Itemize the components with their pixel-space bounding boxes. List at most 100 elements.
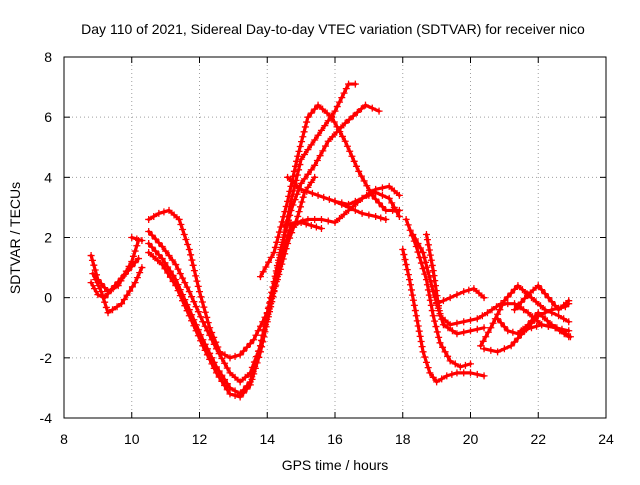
data-point-marker bbox=[548, 298, 556, 306]
data-point-marker bbox=[424, 364, 432, 372]
data-point-marker bbox=[443, 372, 451, 380]
data-point-marker bbox=[500, 323, 508, 331]
data-point-marker bbox=[416, 332, 424, 340]
data-point-marker bbox=[268, 298, 276, 306]
data-point-marker bbox=[368, 104, 376, 112]
data-point-marker bbox=[270, 288, 278, 296]
data-point-marker bbox=[151, 247, 159, 255]
data-point-marker bbox=[185, 288, 193, 296]
data-point-marker bbox=[183, 283, 191, 291]
data-point-marker bbox=[288, 177, 296, 185]
data-point-marker bbox=[172, 282, 180, 290]
data-point-marker bbox=[560, 315, 568, 323]
data-point-marker bbox=[480, 294, 488, 302]
data-point-marker bbox=[330, 118, 338, 126]
data-point-marker bbox=[221, 351, 229, 359]
data-point-marker bbox=[478, 312, 486, 320]
data-point-marker bbox=[206, 355, 214, 363]
data-point-marker bbox=[138, 237, 146, 245]
data-point-marker bbox=[275, 268, 283, 276]
data-point-marker bbox=[226, 354, 234, 362]
data-point-marker bbox=[284, 197, 292, 205]
data-point-marker bbox=[194, 332, 202, 340]
data-point-marker bbox=[263, 318, 271, 326]
data-point-marker bbox=[260, 333, 268, 341]
data-point-marker bbox=[250, 336, 258, 344]
data-point-marker bbox=[497, 319, 505, 327]
data-point-marker bbox=[312, 223, 320, 231]
data-point-marker bbox=[294, 152, 302, 160]
data-point-marker bbox=[126, 287, 134, 295]
data-point-marker bbox=[340, 89, 348, 97]
data-point-marker bbox=[345, 116, 353, 124]
data-point-marker bbox=[375, 107, 383, 115]
data-point-marker bbox=[361, 101, 369, 109]
data-point-marker bbox=[372, 188, 380, 196]
series-line bbox=[89, 256, 141, 300]
data-point-marker bbox=[287, 182, 295, 190]
data-point-marker bbox=[413, 317, 421, 325]
data-point-marker bbox=[190, 267, 198, 275]
x-tick-label: 18 bbox=[395, 431, 411, 447]
data-point-marker bbox=[272, 278, 280, 286]
data-point-marker bbox=[357, 105, 365, 113]
data-point-marker bbox=[401, 256, 409, 264]
data-point-marker bbox=[446, 294, 454, 302]
data-point-marker bbox=[467, 369, 474, 377]
data-point-marker bbox=[444, 352, 452, 360]
data-point-marker bbox=[133, 242, 141, 250]
data-point-marker bbox=[252, 331, 260, 339]
data-point-marker bbox=[293, 157, 301, 165]
data-point-marker bbox=[404, 271, 412, 279]
data-point-marker bbox=[246, 340, 254, 348]
y-tick-label: 4 bbox=[44, 169, 52, 185]
data-point-marker bbox=[291, 196, 299, 204]
data-point-marker bbox=[313, 156, 321, 164]
data-point-marker bbox=[336, 214, 344, 222]
data-point-marker bbox=[277, 223, 285, 231]
data-point-marker bbox=[426, 296, 434, 304]
data-point-marker bbox=[422, 230, 430, 238]
data-point-marker bbox=[87, 252, 95, 260]
data-point-marker bbox=[403, 266, 411, 274]
data-point-marker bbox=[533, 322, 541, 330]
series-arc-12 bbox=[331, 197, 390, 223]
data-point-marker bbox=[185, 312, 193, 320]
data-point-marker bbox=[467, 360, 474, 368]
data-point-marker bbox=[336, 128, 344, 136]
data-point-marker bbox=[360, 177, 368, 185]
data-point-marker bbox=[180, 230, 188, 238]
data-point-marker bbox=[258, 343, 266, 351]
data-point-marker bbox=[473, 370, 481, 378]
y-tick-label: 6 bbox=[44, 109, 52, 125]
data-point-marker bbox=[382, 206, 390, 214]
data-point-marker bbox=[432, 287, 440, 295]
data-point-marker bbox=[231, 373, 239, 381]
data-point-marker bbox=[291, 162, 299, 170]
data-point-marker bbox=[296, 142, 304, 150]
data-point-marker bbox=[155, 209, 163, 217]
data-point-marker bbox=[422, 358, 430, 366]
data-point-marker bbox=[453, 291, 461, 299]
data-point-marker bbox=[109, 306, 117, 314]
data-point-marker bbox=[155, 251, 163, 259]
data-point-marker bbox=[338, 200, 346, 208]
data-point-marker bbox=[131, 279, 139, 287]
data-point-marker bbox=[555, 312, 563, 320]
data-point-marker bbox=[453, 369, 461, 377]
data-point-marker bbox=[197, 313, 205, 321]
data-point-marker bbox=[417, 244, 425, 252]
data-point-marker bbox=[231, 391, 239, 399]
data-point-marker bbox=[496, 306, 504, 314]
data-point-marker bbox=[504, 327, 512, 335]
data-point-marker bbox=[121, 270, 129, 278]
data-point-marker bbox=[331, 197, 339, 205]
data-point-marker bbox=[527, 324, 535, 332]
data-point-marker bbox=[346, 147, 354, 155]
data-point-marker bbox=[138, 264, 146, 272]
data-point-marker bbox=[385, 194, 393, 202]
data-point-marker bbox=[87, 279, 95, 287]
data-point-marker bbox=[221, 382, 229, 390]
data-point-marker bbox=[240, 347, 248, 355]
data-point-marker bbox=[433, 378, 441, 386]
